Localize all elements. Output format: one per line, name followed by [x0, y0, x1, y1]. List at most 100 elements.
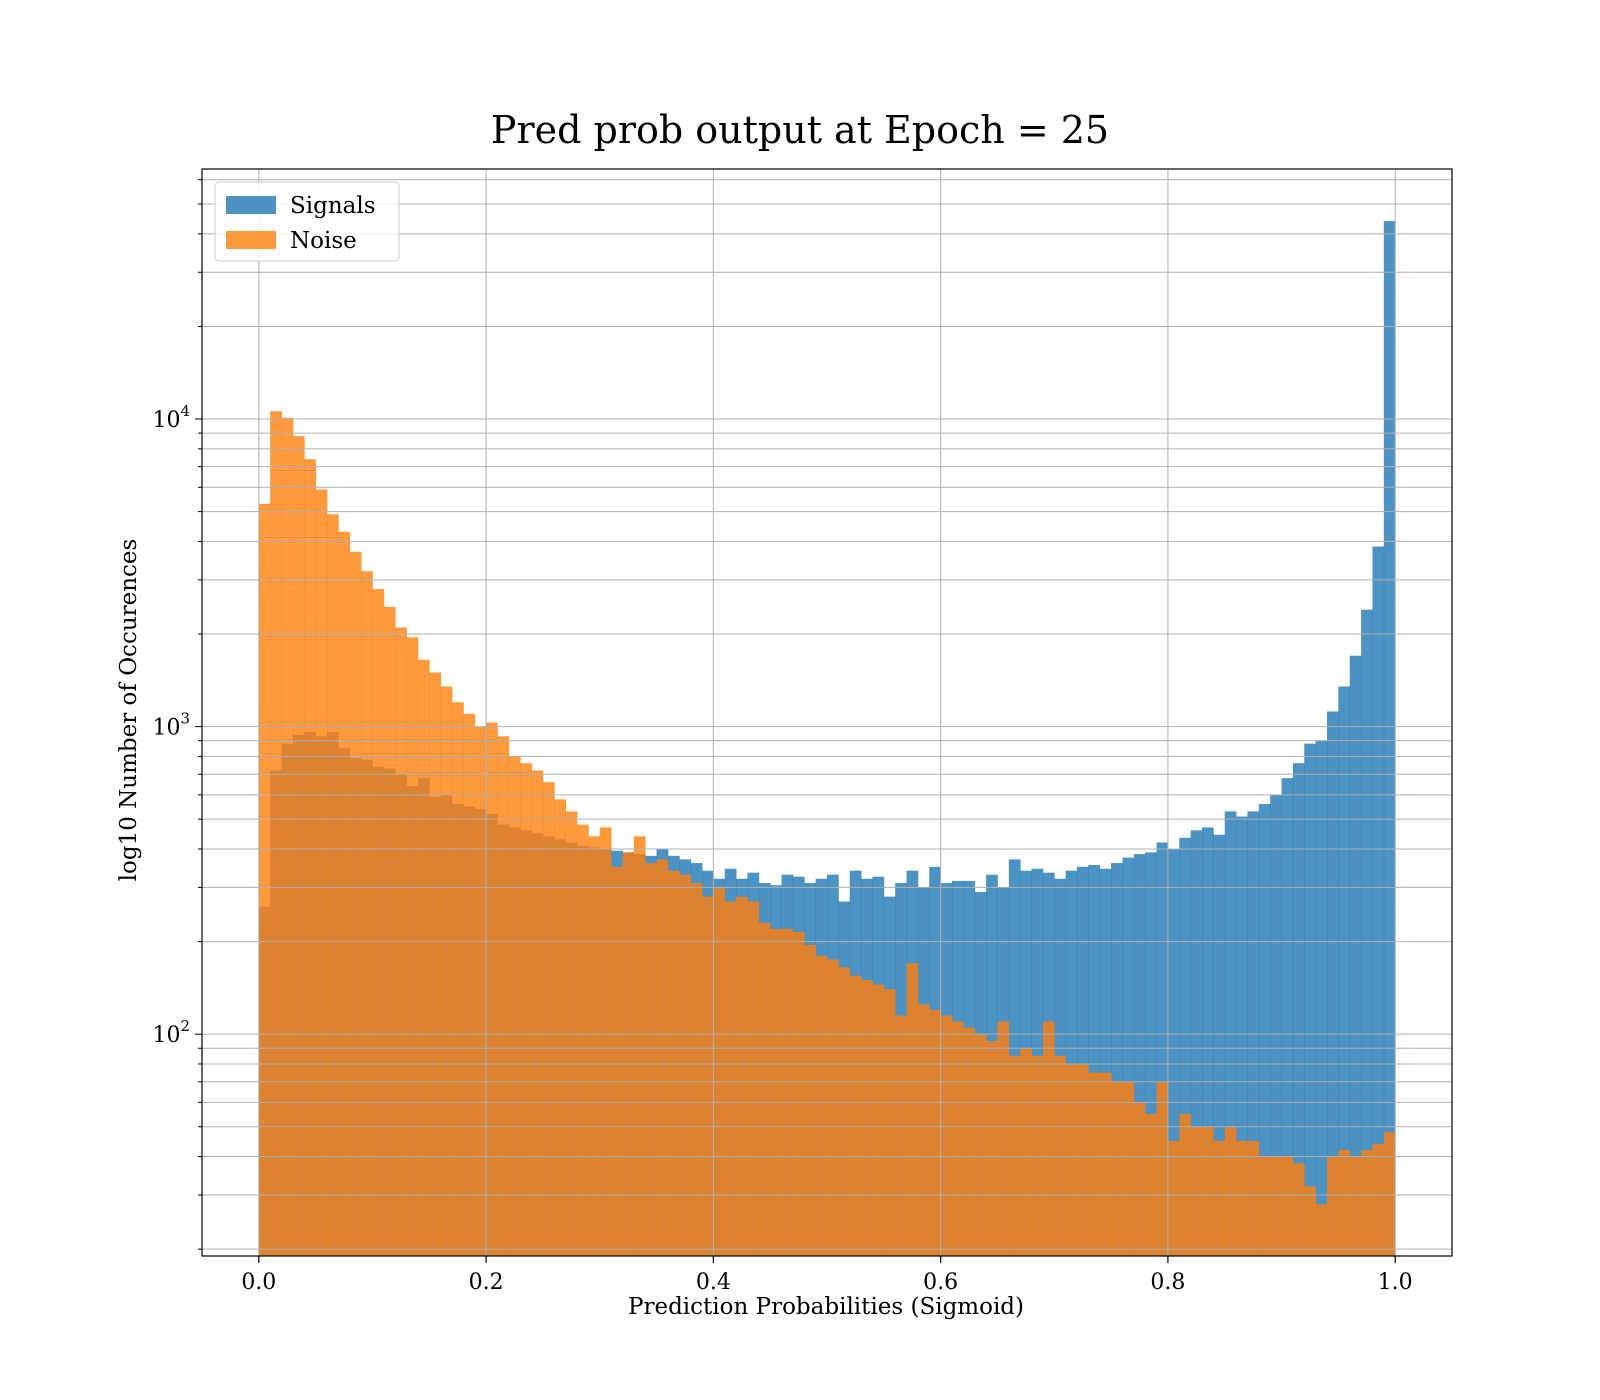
- bars-layer: [258, 221, 1396, 1257]
- bar-signals-79: [1156, 842, 1169, 1256]
- bar-noise-74: [1099, 1072, 1112, 1256]
- bar-noise-70: [1054, 1055, 1067, 1256]
- bar-signals-84: [1213, 834, 1226, 1256]
- bar-noise-28: [577, 824, 589, 1256]
- bar-noise-87: [1247, 1140, 1260, 1256]
- bar-noise-22: [508, 756, 521, 1256]
- bar-noise-95: [1338, 1150, 1351, 1256]
- bar-signals-81: [1179, 837, 1192, 1256]
- bar-signals-89: [1270, 794, 1282, 1256]
- bar-noise-90: [1281, 1156, 1294, 1256]
- bar-noise-92: [1304, 1186, 1317, 1256]
- chart-title: Pred prob output at Epoch = 25: [491, 108, 1109, 152]
- bar-noise-8: [349, 551, 362, 1256]
- bar-signals-93: [1315, 740, 1328, 1256]
- bar-noise-17: [452, 702, 464, 1256]
- bar-noise-50: [827, 959, 839, 1256]
- bar-noise-96: [1349, 1156, 1362, 1256]
- x-tick-label-3: 0.6: [923, 1270, 958, 1295]
- bar-noise-93: [1315, 1204, 1328, 1256]
- bar-noise-79: [1156, 1081, 1169, 1256]
- bar-noise-80: [1167, 1140, 1180, 1256]
- bar-signals-92: [1304, 743, 1317, 1256]
- bar-noise-41: [724, 901, 737, 1256]
- bar-noise-61: [952, 1021, 964, 1256]
- bar-noise-7: [338, 531, 351, 1256]
- bar-noise-84: [1213, 1140, 1226, 1256]
- bar-noise-39: [702, 896, 714, 1256]
- bar-noise-25: [542, 782, 555, 1256]
- y-tick-base: 10: [152, 716, 180, 741]
- bar-noise-68: [1031, 1055, 1044, 1256]
- bar-noise-35: [656, 859, 669, 1256]
- grid-layer: [202, 169, 1452, 1256]
- bar-noise-69: [1042, 1021, 1055, 1256]
- bar-noise-11: [383, 606, 396, 1256]
- bar-noise-36: [667, 870, 680, 1256]
- bar-noise-23: [520, 763, 532, 1256]
- bar-signals-95: [1338, 686, 1351, 1256]
- y-tick-label-1: 103: [152, 710, 190, 741]
- bar-noise-78: [1145, 1114, 1157, 1256]
- bar-noise-47: [792, 931, 805, 1256]
- bar-noise-15: [429, 672, 442, 1256]
- legend-label-signals: Signals: [290, 193, 376, 219]
- bar-noise-3: [292, 436, 305, 1257]
- bar-noise-60: [940, 1015, 953, 1256]
- bar-noise-77: [1133, 1102, 1146, 1256]
- bar-signals-74: [1099, 868, 1112, 1256]
- bar-noise-20: [486, 722, 498, 1256]
- x-axis-label: Prediction Probabilities (Sigmoid): [628, 1294, 1024, 1320]
- legend: Signals Noise: [214, 181, 400, 262]
- x-tick-label-4: 0.8: [1150, 1270, 1185, 1295]
- bar-noise-49: [815, 955, 828, 1256]
- bar-signals-98: [1372, 546, 1385, 1256]
- bar-noise-99: [1383, 1132, 1396, 1256]
- bar-noise-73: [1088, 1072, 1101, 1256]
- bar-noise-82: [1190, 1126, 1203, 1256]
- bar-noise-51: [838, 967, 851, 1256]
- bar-signals-80: [1167, 848, 1180, 1256]
- bar-noise-26: [554, 799, 567, 1256]
- bar-noise-30: [599, 827, 612, 1256]
- bar-noise-13: [406, 637, 419, 1256]
- bar-noise-1: [270, 411, 282, 1256]
- bar-signals-75: [1111, 863, 1123, 1256]
- y-tick-base: 10: [152, 1023, 180, 1048]
- bar-noise-63: [974, 1034, 987, 1256]
- legend-swatch-noise: [226, 231, 276, 249]
- bar-noise-29: [588, 836, 601, 1256]
- bar-noise-43: [747, 901, 760, 1256]
- bar-noise-10: [372, 589, 385, 1256]
- bar-noise-5: [315, 489, 328, 1256]
- bar-noise-67: [1020, 1048, 1032, 1256]
- bar-noise-89: [1270, 1156, 1282, 1256]
- bar-noise-42: [736, 896, 748, 1256]
- bar-noise-52: [849, 975, 862, 1256]
- bar-noise-85: [1224, 1126, 1237, 1256]
- bar-noise-94: [1327, 1156, 1339, 1256]
- bar-noise-71: [1065, 1063, 1078, 1256]
- x-tick-label-0: 0.0: [241, 1270, 276, 1295]
- bar-noise-76: [1122, 1081, 1135, 1256]
- bar-noise-4: [304, 459, 317, 1256]
- x-tick-label-5: 1.0: [1378, 1270, 1413, 1295]
- bar-noise-65: [997, 1021, 1010, 1256]
- bar-noise-88: [1258, 1156, 1271, 1256]
- bar-noise-75: [1111, 1081, 1123, 1256]
- bar-signals-88: [1258, 804, 1271, 1256]
- bar-noise-34: [645, 863, 657, 1256]
- bar-noise-9: [361, 571, 373, 1256]
- y-tick-label-2: 104: [152, 402, 190, 433]
- bar-signals-72: [1077, 866, 1089, 1256]
- y-axis-label: log10 Number of Occurences: [116, 539, 142, 882]
- bar-signals-90: [1281, 778, 1294, 1256]
- bar-signals-83: [1202, 827, 1214, 1256]
- bar-signals-94: [1327, 711, 1339, 1256]
- y-tick-base: 10: [152, 408, 180, 433]
- bar-noise-97: [1361, 1150, 1373, 1256]
- bar-noise-6: [327, 514, 339, 1256]
- bar-noise-81: [1179, 1114, 1192, 1256]
